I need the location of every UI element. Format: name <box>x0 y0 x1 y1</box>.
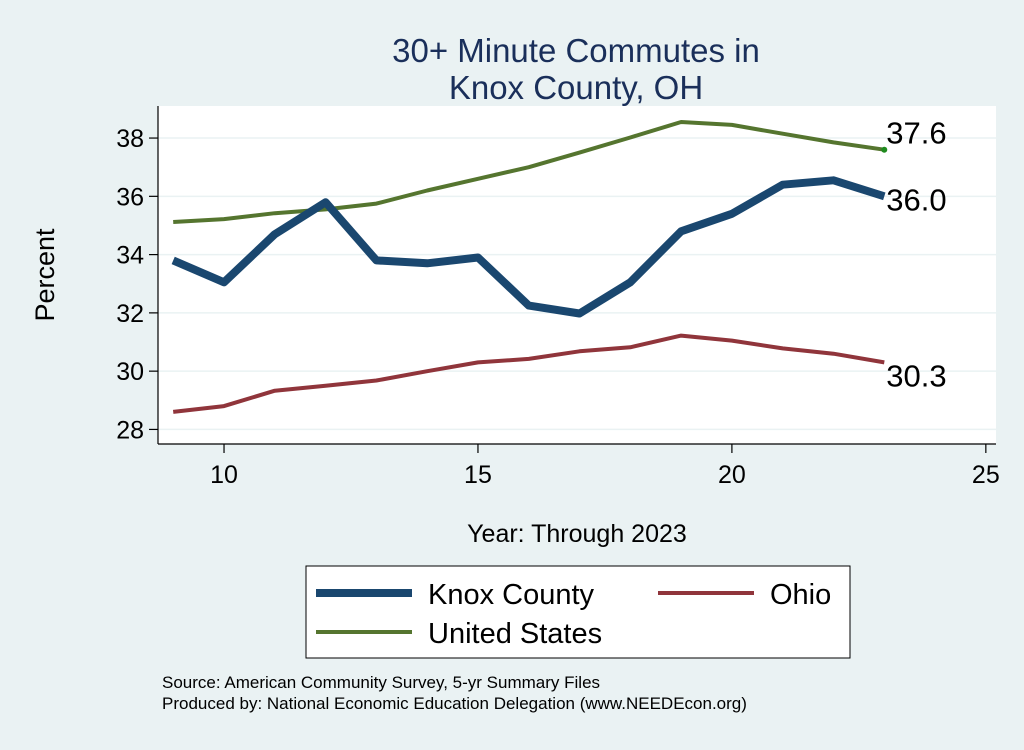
producer-note: Produced by: National Economic Education… <box>162 694 747 713</box>
chart-title-line-1: 30+ Minute Commutes in <box>392 32 760 69</box>
x-tick-label: 25 <box>972 461 1000 489</box>
y-tick-label: 30 <box>116 358 144 386</box>
y-tick-label: 34 <box>116 242 144 270</box>
x-tick-label: 20 <box>718 461 746 489</box>
legend-label-united-states: United States <box>428 618 602 650</box>
y-axis-title: Percent <box>30 228 60 322</box>
chart-title-line-2: Knox County, OH <box>449 69 703 106</box>
x-axis-title: Year: Through 2023 <box>467 520 687 548</box>
end-label-ohio: 30.3 <box>886 358 946 393</box>
end-labels: 36.0 30.3 37.6 <box>881 116 947 393</box>
end-label-united-states: 37.6 <box>886 116 946 151</box>
axes: 28 30 32 34 36 38 10 15 20 25 <box>116 106 1000 489</box>
legend: Knox County Ohio United States <box>316 579 831 650</box>
plot-area <box>158 106 996 444</box>
x-tick-label: 10 <box>210 461 238 489</box>
end-label-knox-county: 36.0 <box>886 182 946 217</box>
series-line-knox-county <box>171 176 886 318</box>
us-end-marker <box>881 146 888 153</box>
y-tick-label: 32 <box>116 300 144 328</box>
y-tick-label: 36 <box>116 183 144 211</box>
y-tick-label: 28 <box>116 416 144 444</box>
legend-box <box>305 565 851 659</box>
legend-label-knox-county: Knox County <box>428 579 595 611</box>
source-note: Source: American Community Survey, 5-yr … <box>162 673 600 692</box>
series-lines <box>171 120 886 414</box>
y-tick-label: 38 <box>116 125 144 153</box>
x-tick-label: 15 <box>464 461 492 489</box>
legend-label-ohio: Ohio <box>770 579 831 611</box>
series-line-ohio <box>172 333 885 414</box>
series-line-united-states <box>173 120 885 224</box>
